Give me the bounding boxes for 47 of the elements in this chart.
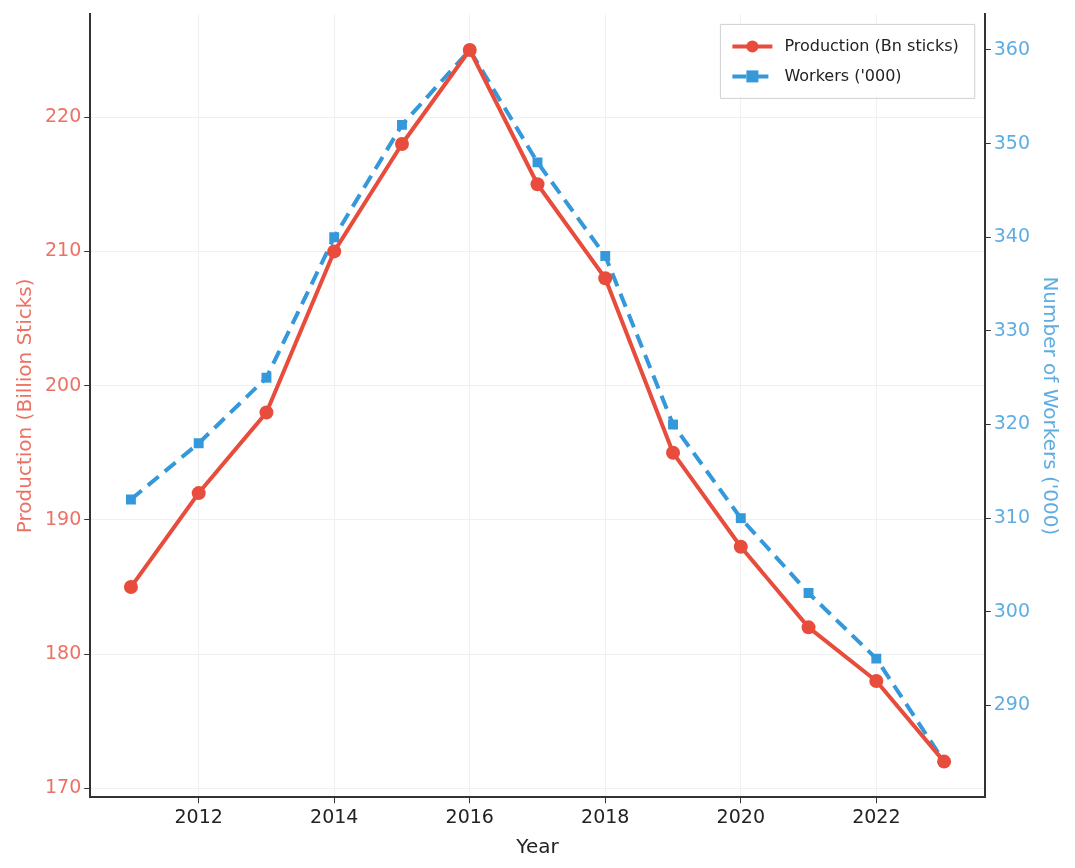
point: [871, 653, 882, 664]
y2-tick-label: 290: [993, 692, 1030, 715]
y2-tick-label: 320: [993, 411, 1030, 434]
point: [125, 494, 136, 505]
point: [123, 580, 138, 595]
y-tick-label: 180: [45, 641, 82, 664]
point: [666, 445, 681, 460]
point: [869, 674, 884, 689]
point: [733, 539, 748, 554]
x-tick-label: 2018: [581, 804, 630, 827]
x-tick-label: 2016: [445, 804, 494, 827]
y2-tick-label: 340: [993, 224, 1030, 247]
point: [803, 588, 814, 599]
point: [801, 620, 816, 635]
point: [191, 486, 206, 501]
point: [668, 419, 678, 430]
legend-label: Production (Bn sticks): [784, 35, 959, 55]
x-tick-label: 2020: [716, 804, 765, 827]
point: [193, 438, 204, 449]
y-tick-label: 190: [45, 506, 82, 529]
x-tick-label: 2014: [310, 804, 359, 827]
point: [259, 405, 274, 420]
y2-tick-label: 330: [993, 317, 1030, 340]
y-tick-label: 170: [45, 775, 82, 798]
x-tick-label: 2012: [174, 804, 223, 827]
point: [530, 177, 545, 192]
point: [397, 119, 407, 130]
x-tick-label: 2022: [852, 804, 901, 827]
point: [532, 157, 543, 168]
point: [735, 513, 746, 524]
y-tick-label: 200: [45, 372, 82, 395]
point: [598, 271, 613, 286]
y2-tick-label: 350: [993, 130, 1030, 153]
x-axis-title: Year: [515, 834, 560, 859]
y2-axis-title: Number of Workers ('000): [1038, 276, 1063, 536]
legend-label: Workers ('000): [784, 65, 902, 85]
y-tick-label: 220: [45, 104, 82, 127]
point: [600, 251, 611, 261]
y2-tick-label: 300: [993, 598, 1030, 621]
point: [261, 372, 272, 383]
y2-tick-label: 310: [993, 505, 1030, 528]
point: [327, 244, 342, 259]
y2-tick-label: 360: [993, 36, 1030, 59]
point: [394, 136, 409, 151]
point: [329, 232, 340, 243]
y-tick-label: 210: [45, 238, 82, 261]
y-axis-title: Production (Billion Sticks): [12, 278, 37, 534]
